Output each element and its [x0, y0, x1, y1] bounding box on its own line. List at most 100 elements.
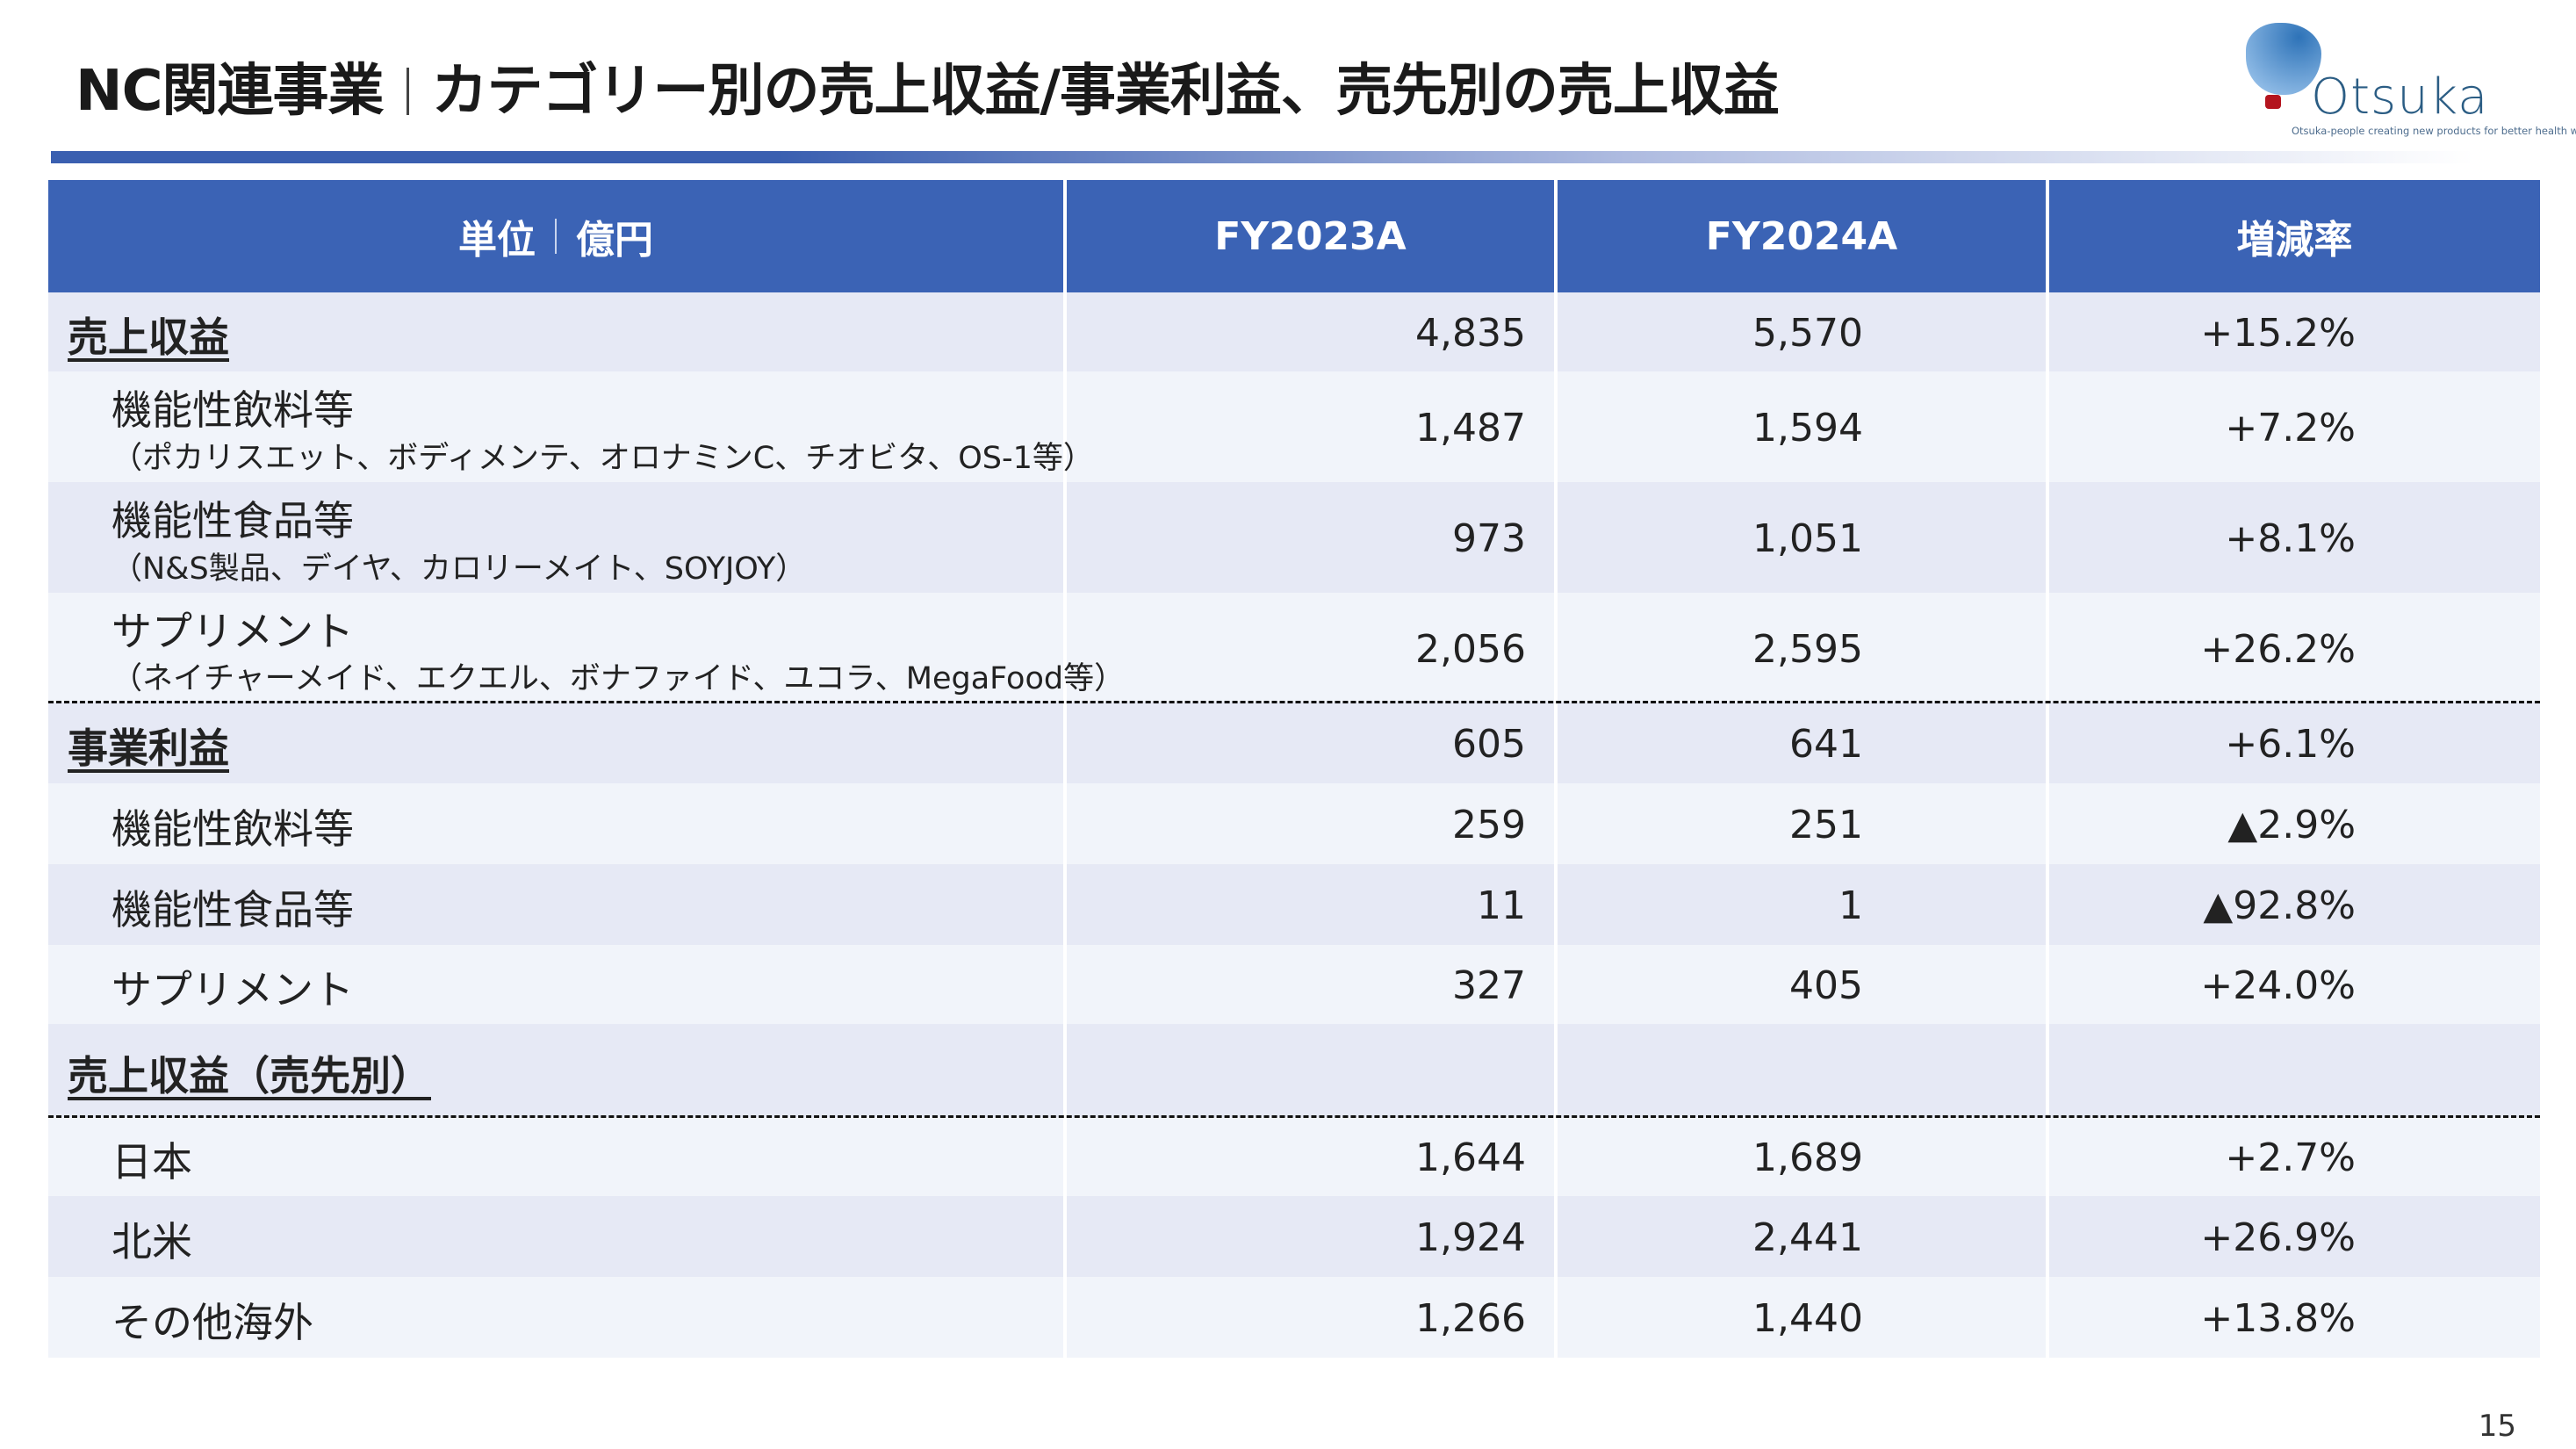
- cell-fy2024: 2,595: [1558, 593, 2049, 703]
- header-change: 増減率: [2236, 218, 2353, 263]
- value-fy2023: 1,924: [1415, 1215, 1526, 1260]
- table-row: 北米 1,924 2,441 +26.9%: [48, 1196, 2540, 1277]
- cell-fy2023: 4,835: [1067, 292, 1558, 371]
- row-label-cell: 機能性飲料等 （ポカリスエット、ボディメンテ、オロナミンC、チオビタ、OS-1等）: [48, 371, 1094, 482]
- cell-fy2023: 11: [1067, 864, 1558, 945]
- row-label-cell: 日本: [48, 1117, 1067, 1196]
- value-fy2024: 2,595: [1752, 626, 1863, 672]
- value-fy2023: 11: [1477, 883, 1526, 928]
- table-row: 機能性飲料等 259 251 ▲2.9%: [48, 783, 2540, 864]
- unit-divider: [555, 219, 557, 254]
- value-fy2024: 1,051: [1752, 516, 1863, 561]
- cell-fy2024: 251: [1558, 783, 2049, 864]
- value-change: +26.9%: [2200, 1215, 2356, 1260]
- value-change: +7.2%: [2225, 406, 2356, 451]
- row-label-cell: 機能性飲料等: [48, 783, 1067, 864]
- value-change: ▲92.8%: [2203, 883, 2356, 928]
- cell-change: [2049, 1024, 2540, 1117]
- row-label-cell: 北米: [48, 1196, 1067, 1277]
- value-fy2023: 4,835: [1415, 311, 1526, 356]
- value-fy2023: 1,644: [1415, 1135, 1526, 1180]
- cell-fy2024: 5,570: [1558, 292, 2049, 371]
- cell-change: +26.2%: [2049, 593, 2540, 703]
- row-sublabel: （ポカリスエット、ボディメンテ、オロナミンC、チオビタ、OS-1等）: [112, 441, 1094, 476]
- cell-change: ▲2.9%: [2049, 783, 2540, 864]
- value-change: +2.7%: [2225, 1135, 2356, 1180]
- table-header-row: 単位 億円 FY2023A FY2024A 増減率: [48, 180, 2540, 292]
- row-label-cell: 事業利益: [48, 703, 1067, 783]
- row-label: 日本: [112, 1138, 192, 1186]
- title-divider: [406, 68, 409, 115]
- value-fy2023: 259: [1452, 803, 1526, 847]
- value-fy2024: 5,570: [1752, 311, 1863, 356]
- section-divider: [48, 701, 2540, 703]
- title-segment: NC関連事業: [76, 59, 385, 124]
- logo-tagline: Otsuka-people creating new products for …: [2292, 125, 2576, 137]
- cell-fy2023: 1,266: [1067, 1277, 1558, 1358]
- cell-fy2024: 1: [1558, 864, 2049, 945]
- cell-fy2023: 1,487: [1067, 371, 1558, 482]
- value-fy2024: 641: [1789, 722, 1863, 767]
- cell-fy2024: 641: [1558, 703, 2049, 783]
- cell-change: +26.9%: [2049, 1196, 2540, 1277]
- row-label: 売上収益: [68, 314, 229, 361]
- value-fy2023: 327: [1452, 963, 1526, 1008]
- table-row: 機能性食品等 （N&S製品、デイヤ、カロリーメイト、SOYJOY） 973 1,051…: [48, 482, 2540, 593]
- value-fy2023: 1,487: [1415, 406, 1526, 451]
- unit-label: 単位: [458, 218, 536, 263]
- cell-change: +6.1%: [2049, 703, 2540, 783]
- value-fy2024: 251: [1789, 803, 1863, 847]
- cell-change: +15.2%: [2049, 292, 2540, 371]
- value-fy2024: 1: [1838, 883, 1863, 928]
- row-label: サプリメント: [112, 608, 354, 655]
- table-row: 機能性飲料等 （ポカリスエット、ボディメンテ、オロナミンC、チオビタ、OS-1等）…: [48, 371, 2540, 482]
- value-fy2024: 405: [1789, 963, 1863, 1008]
- row-label-cell: 売上収益: [48, 292, 1067, 371]
- table-row: 日本 1,644 1,689 +2.7%: [48, 1117, 2540, 1196]
- table-row: 売上収益 4,835 5,570 +15.2%: [48, 292, 2540, 371]
- value-fy2023: 2,056: [1415, 626, 1526, 672]
- cell-change: +2.7%: [2049, 1117, 2540, 1196]
- header-fy2023: FY2023A: [1067, 180, 1558, 292]
- section-divider: [48, 1115, 2540, 1118]
- row-label-cell: 売上収益（売先別）: [48, 1024, 1067, 1117]
- row-label: サプリメント: [112, 966, 354, 1013]
- row-label: その他海外: [112, 1299, 313, 1346]
- row-sublabel: （N&S製品、デイヤ、カロリーメイト、SOYJOY）: [112, 551, 807, 587]
- row-label: 売上収益（売先別）: [68, 1052, 431, 1099]
- unit-value: 億円: [576, 218, 653, 263]
- table-row: 売上収益（売先別）: [48, 1024, 2540, 1117]
- value-change: ▲2.9%: [2227, 803, 2356, 847]
- value-fy2023: 973: [1452, 516, 1526, 561]
- table-row: その他海外 1,266 1,440 +13.8%: [48, 1277, 2540, 1358]
- value-fy2024: 1,440: [1752, 1296, 1863, 1341]
- value-fy2024: 1,689: [1752, 1135, 1863, 1180]
- cell-fy2023: 259: [1067, 783, 1558, 864]
- logo-blob-icon: [2246, 23, 2321, 95]
- value-change: +6.1%: [2225, 722, 2356, 767]
- logo-name: Otsuka: [2311, 68, 2489, 126]
- page-title: NC関連事業 カテゴリー別の売上収益/事業利益、売先別の売上収益: [76, 46, 1780, 126]
- cell-change: +7.2%: [2049, 371, 2540, 482]
- table-row: サプリメント （ネイチャーメイド、エクエル、ボナファイド、ユコラ、MegaFood…: [48, 593, 2540, 703]
- row-label: 機能性食品等: [112, 886, 354, 934]
- cell-fy2023: 605: [1067, 703, 1558, 783]
- cell-change: +24.0%: [2049, 945, 2540, 1024]
- row-label: 機能性飲料等: [112, 386, 354, 434]
- cell-fy2023: [1067, 1024, 1558, 1117]
- row-label: 機能性飲料等: [112, 805, 354, 853]
- value-change: +8.1%: [2225, 516, 2356, 561]
- otsuka-logo: Otsuka Otsuka-people creating new produc…: [2230, 18, 2576, 141]
- cell-fy2023: 327: [1067, 945, 1558, 1024]
- row-label-cell: その他海外: [48, 1277, 1067, 1358]
- cell-change: +13.8%: [2049, 1277, 2540, 1358]
- cell-fy2024: 1,051: [1558, 482, 2049, 593]
- value-fy2024: 1,594: [1752, 406, 1863, 451]
- row-label: 北米: [112, 1218, 192, 1265]
- row-label-cell: 機能性食品等 （N&S製品、デイヤ、カロリーメイト、SOYJOY）: [48, 482, 1067, 593]
- table-row: 事業利益 605 641 +6.1%: [48, 703, 2540, 783]
- table-row: サプリメント 327 405 +24.0%: [48, 945, 2540, 1024]
- cell-change: +8.1%: [2049, 482, 2540, 593]
- header-fy2024: FY2024A: [1558, 180, 2049, 292]
- row-label-cell: 機能性食品等: [48, 864, 1067, 945]
